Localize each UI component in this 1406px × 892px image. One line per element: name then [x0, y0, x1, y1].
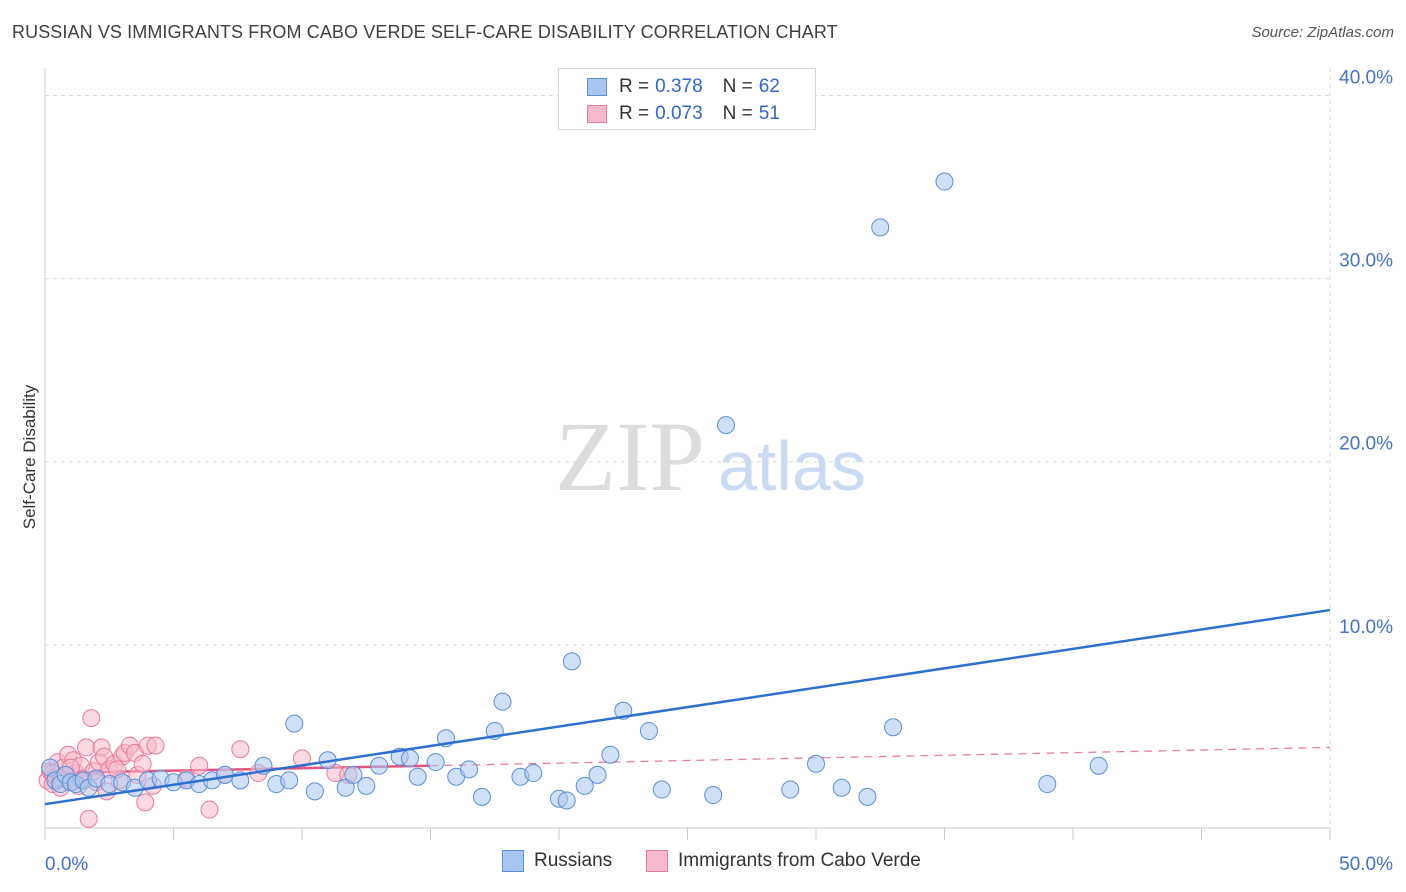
cabo-verde-point	[293, 749, 311, 768]
russians-point	[871, 218, 890, 237]
y-tick-label: 30.0%	[1339, 251, 1393, 272]
watermark: ZIP atlas	[555, 401, 866, 512]
stats-legend: R = 0.378 N = 62 R = 0.073 N = 51	[558, 68, 816, 130]
russians-point	[400, 749, 419, 768]
russians-point	[858, 787, 877, 806]
legend-r-value: 0.073	[655, 103, 703, 124]
russians-point	[524, 764, 543, 783]
cabo-verde-point	[190, 756, 209, 775]
russians-point	[652, 780, 671, 799]
russians-point	[639, 721, 658, 740]
russians-point	[557, 791, 576, 810]
russians-point	[370, 756, 389, 775]
series-legend: Russians Immigrants from Cabo Verde	[0, 850, 1406, 878]
legend-n-value: 51	[758, 103, 780, 124]
y-tick-label: 40.0%	[1339, 67, 1393, 88]
legend-swatch-pink	[587, 105, 607, 123]
x-axis-ticks	[44, 828, 1331, 840]
legend-r-label: R =	[619, 103, 650, 124]
russians-point	[460, 760, 479, 779]
y-tick-label: 10.0%	[1339, 617, 1393, 638]
russians-point	[280, 771, 299, 790]
watermark-zip: ZIP	[555, 401, 705, 512]
russians-point	[305, 782, 324, 801]
russians-point	[472, 787, 491, 806]
russians-point	[807, 754, 825, 773]
cabo-verde-point	[133, 754, 152, 773]
legend-label-russians: Russians	[534, 850, 613, 871]
cabo-verde-point	[79, 809, 98, 828]
russians-point	[493, 692, 512, 711]
russians-point	[408, 767, 427, 786]
russians-point	[588, 765, 607, 784]
cabo-verde-trend-extension	[430, 746, 1331, 767]
russians-point	[357, 776, 376, 795]
cabo-verde-point	[82, 709, 101, 728]
russians-points	[41, 172, 1331, 810]
russians-point	[285, 714, 304, 733]
russians-point	[935, 172, 954, 191]
legend-swatch-cabo-verde	[646, 850, 668, 872]
legend-r-label: R =	[619, 76, 650, 97]
chart-title: RUSSIAN VS IMMIGRANTS FROM CABO VERDE SE…	[12, 22, 838, 42]
russians-point	[832, 778, 851, 797]
legend-swatch-blue	[587, 78, 607, 96]
russians-point	[1038, 775, 1057, 794]
legend-item-russians[interactable]: Russians	[502, 850, 612, 872]
x-tick-label-min: 0.0%	[45, 854, 88, 875]
russians-point	[1089, 756, 1108, 775]
legend-swatch-russians	[502, 850, 524, 872]
legend-n-label: N =	[722, 76, 753, 97]
legend-n-value: 62	[758, 76, 780, 97]
y-axis-tick-labels: 10.0% 20.0% 30.0% 40.0%	[1339, 67, 1393, 637]
legend-label-cabo-verde: Immigrants from Cabo Verde	[678, 850, 921, 871]
russians-point	[717, 416, 736, 435]
russians-point	[884, 718, 903, 737]
x-tick-label-max: 50.0%	[1339, 854, 1393, 875]
legend-r-value: 0.378	[655, 76, 703, 97]
cabo-verde-point	[231, 740, 250, 759]
russians-point	[781, 780, 800, 799]
y-axis-label: Self-Care Disability	[20, 384, 39, 529]
y-tick-label: 20.0%	[1339, 434, 1393, 455]
cabo-verde-point	[77, 738, 96, 757]
russians-point	[704, 786, 723, 805]
russians-point	[575, 776, 594, 795]
legend-n-label: N =	[722, 103, 753, 124]
legend-row-cabo-verde: R = 0.073 N = 51	[587, 101, 780, 127]
russians-point	[601, 745, 620, 764]
watermark-atlas: atlas	[718, 427, 866, 505]
legend-row-russians: R = 0.378 N = 62	[587, 74, 780, 100]
russians-trend-line	[44, 608, 1331, 806]
cabo-verde-point	[146, 736, 165, 755]
cabo-verde-point	[136, 793, 155, 812]
russians-point	[426, 753, 445, 772]
legend-item-cabo-verde[interactable]: Immigrants from Cabo Verde	[646, 850, 921, 872]
russians-point	[562, 652, 581, 671]
cabo-verde-point	[200, 800, 219, 819]
russians-point	[344, 765, 363, 784]
source-credit: Source: ZipAtlas.com	[1251, 24, 1394, 41]
